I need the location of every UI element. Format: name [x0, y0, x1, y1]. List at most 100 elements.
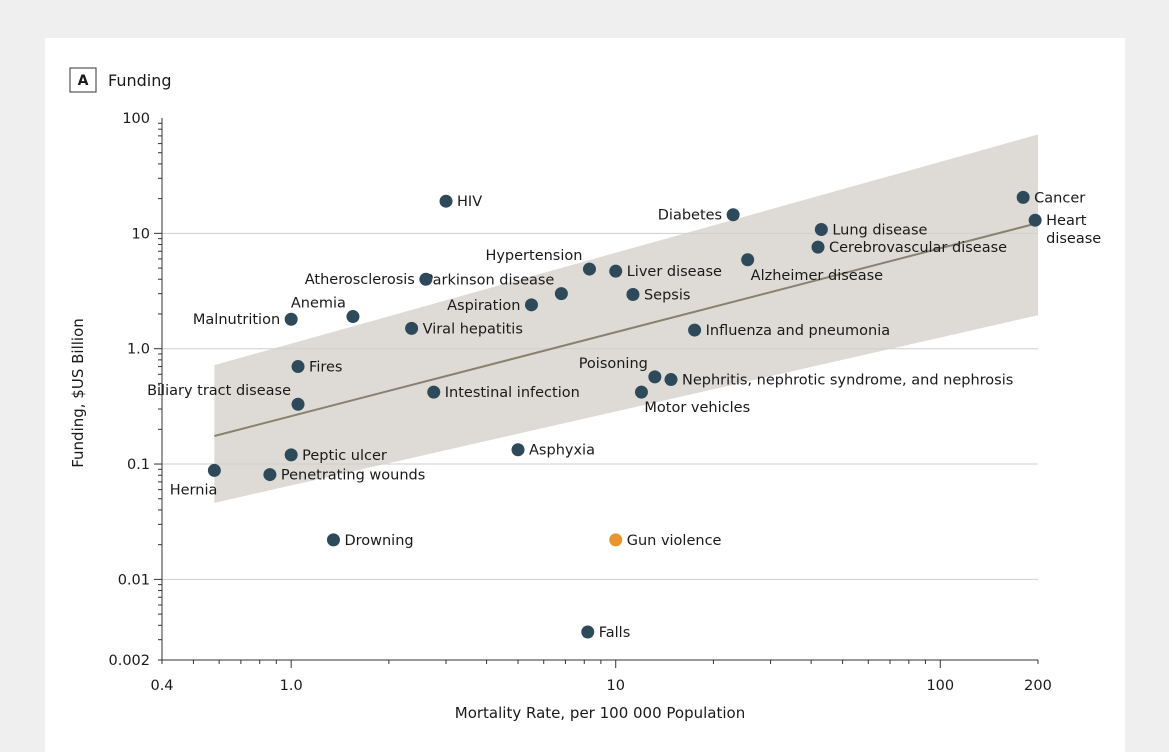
scatter-chart: A Funding 0.002 0.01 0.1 1.0 10 100 0.4 1.0 10 10…	[69, 67, 1101, 722]
data-point-atherosclerosis: Atherosclerosis	[305, 272, 433, 288]
point-label-line: Poisoning	[579, 356, 648, 372]
confidence-band	[214, 134, 1038, 503]
point-label: HIV	[457, 194, 482, 210]
point-label: Drowning	[344, 533, 413, 549]
point-label-line: Liver disease	[627, 264, 722, 280]
point-marker	[524, 298, 538, 312]
point-label: Fires	[309, 360, 342, 376]
data-point-cerebrovascular-disease: Cerebrovascular disease	[811, 240, 1007, 256]
chart-title: Funding	[108, 71, 172, 90]
point-marker	[609, 533, 623, 547]
point-label: Peptic ulcer	[302, 448, 387, 464]
point-label-line: Motor vehicles	[644, 400, 750, 416]
point-label-line: Alzheimer disease	[751, 268, 883, 284]
point-label-line: Viral hepatitis	[423, 321, 523, 337]
point-marker	[634, 385, 648, 399]
point-label-line: Diabetes	[658, 208, 722, 224]
data-point-poisoning: Poisoning	[579, 356, 662, 384]
y-tick-label: 1.0	[127, 342, 150, 358]
data-point-intestinal-infection: Intestinal infection	[427, 385, 580, 401]
point-label-line: Aspiration	[447, 298, 520, 314]
x-axis-title: Mortality Rate, per 100 000 Population	[455, 704, 745, 722]
data-point-parkinson-disease: Parkinson disease	[425, 273, 568, 301]
data-point-diabetes: Diabetes	[658, 208, 740, 224]
point-label-line: Intestinal infection	[445, 385, 580, 401]
y-tick-label: 0.002	[108, 653, 150, 669]
data-point-sepsis: Sepsis	[626, 287, 690, 303]
point-label-line: Gun violence	[627, 533, 722, 549]
point-label: Intestinal infection	[445, 385, 580, 401]
point-label-line: Fires	[309, 360, 342, 376]
point-label: Motor vehicles	[644, 400, 750, 416]
point-label: Alzheimer disease	[751, 268, 883, 284]
trend-line	[214, 222, 1039, 437]
y-tick-label: 0.01	[118, 572, 150, 588]
point-label: Asphyxia	[529, 443, 595, 459]
point-label: Hypertension	[485, 248, 582, 264]
point-label-line: Sepsis	[644, 287, 690, 303]
point-marker	[626, 287, 640, 301]
point-label-line: Cancer	[1034, 190, 1085, 206]
point-label: Sepsis	[644, 287, 690, 303]
point-marker	[427, 385, 441, 399]
point-label: Hernia	[170, 482, 218, 498]
point-marker	[1028, 213, 1042, 227]
point-label: Parkinson disease	[425, 273, 555, 289]
data-point-nephritis-nephrotic-syndrome-and-nephrosis: Nephritis, nephrotic syndrome, and nephr…	[664, 373, 1013, 389]
point-marker	[291, 397, 305, 411]
point-label-line: Parkinson disease	[425, 273, 555, 289]
point-marker	[581, 625, 595, 639]
point-label-line: Lung disease	[832, 222, 927, 238]
point-label-line: Hernia	[170, 482, 218, 498]
panel-letter-box	[69, 67, 97, 93]
y-axis-title: Funding, $US Billion	[69, 318, 87, 468]
point-label: Aspiration	[447, 298, 520, 314]
point-marker	[726, 208, 740, 222]
point-marker	[405, 321, 419, 335]
point-marker	[284, 312, 298, 326]
point-label: Cancer	[1034, 190, 1085, 206]
point-label-line: HIV	[457, 194, 482, 210]
data-point-malnutrition: Malnutrition	[193, 312, 298, 328]
data-point-influenza-and-pneumonia: Influenza and pneumonia	[688, 323, 890, 339]
point-marker	[263, 468, 277, 482]
point-label-line: Penetrating wounds	[281, 468, 425, 484]
point-label: Biliary tract disease	[147, 383, 291, 399]
point-marker	[439, 194, 453, 208]
point-marker	[511, 443, 525, 457]
point-label-line: Asphyxia	[529, 443, 595, 459]
point-label: Liver disease	[627, 264, 722, 280]
data-point-peptic-ulcer: Peptic ulcer	[284, 448, 387, 464]
data-point-asphyxia: Asphyxia	[511, 443, 595, 459]
data-point-fires: Fires	[291, 360, 342, 376]
point-label: Cerebrovascular disease	[829, 240, 1007, 256]
point-label-line: disease	[1046, 231, 1101, 247]
data-point-drowning: Drowning	[326, 533, 414, 549]
point-label-line: Heart	[1046, 213, 1087, 229]
panel-letter: A	[78, 73, 89, 89]
point-label: Gun violence	[627, 533, 722, 549]
x-tick-label: 10	[607, 678, 625, 694]
data-point-heart-disease: Heart disease	[1028, 213, 1101, 247]
point-label: Heart disease	[1046, 213, 1101, 247]
point-label-line: Malnutrition	[193, 312, 280, 328]
point-marker	[582, 262, 596, 276]
point-label: Poisoning	[579, 356, 648, 372]
panel-header: A Funding	[69, 67, 172, 93]
point-marker	[419, 272, 433, 286]
point-label: Anemia	[291, 296, 346, 312]
data-point-hernia: Hernia	[170, 463, 221, 498]
chart-card: A Funding 0.002 0.01 0.1 1.0 10 100 0.4 1.0 10 10…	[45, 38, 1125, 752]
point-marker	[554, 287, 568, 301]
point-marker	[1016, 190, 1030, 204]
data-point-penetrating-wounds: Penetrating wounds	[263, 468, 425, 484]
data-point-lung-disease: Lung disease	[814, 222, 927, 238]
point-label-line: Hypertension	[485, 248, 582, 264]
point-label-line: Influenza and pneumonia	[706, 323, 891, 339]
x-tick-label: 100	[926, 678, 954, 694]
x-tick-label: 200	[1024, 678, 1052, 694]
point-label: Nephritis, nephrotic syndrome, and nephr…	[682, 373, 1013, 389]
point-label: Lung disease	[832, 222, 927, 238]
x-tick-label: 0.4	[150, 678, 173, 694]
point-marker	[811, 240, 825, 254]
